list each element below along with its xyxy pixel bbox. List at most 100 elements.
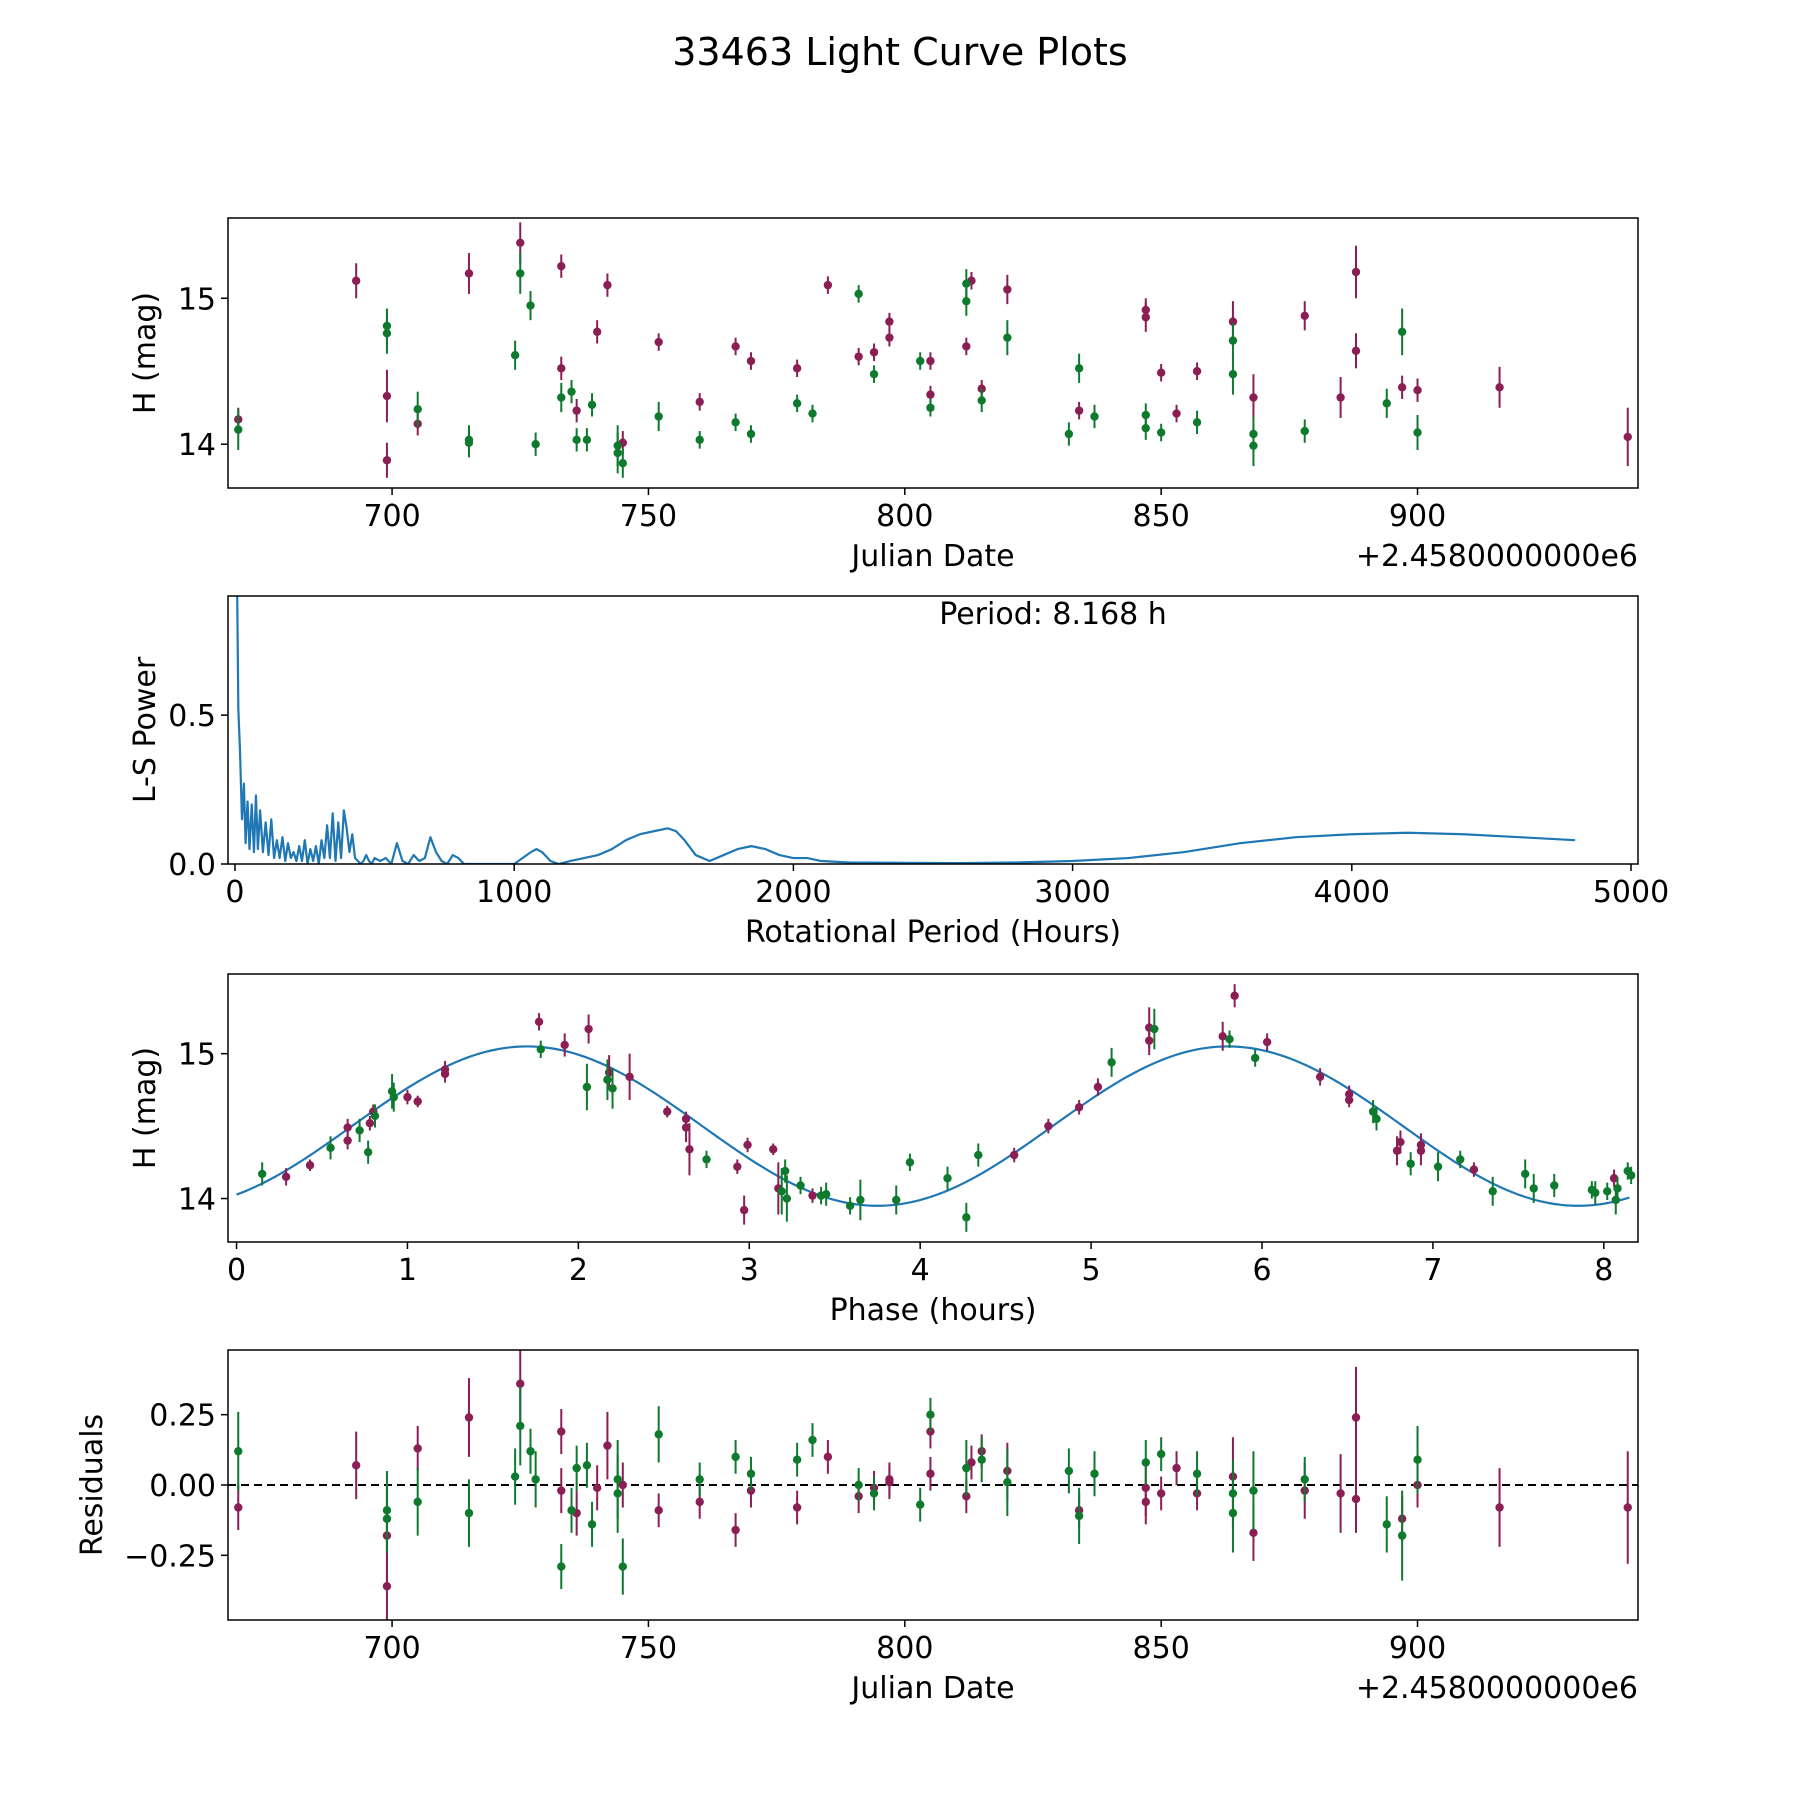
red-data-point (1300, 311, 1309, 320)
red-data-point (681, 1123, 691, 1132)
red-data-point (1396, 1137, 1405, 1147)
red-data-point (854, 352, 863, 361)
red-data-point (808, 1191, 817, 1200)
x-tick-label: 800 (876, 499, 933, 534)
red-data-point (1397, 383, 1407, 392)
x-tick-label: 8 (1594, 1253, 1613, 1288)
red-data-point (572, 406, 581, 415)
green-data-point (869, 369, 879, 379)
green-data-point (510, 350, 520, 360)
green-data-point (695, 435, 704, 445)
y-axis-label: H (mag) (128, 292, 163, 414)
green-data-point (1150, 1024, 1159, 1034)
green-data-point (582, 1461, 592, 1470)
green-data-point (355, 1126, 364, 1135)
green-data-point (582, 1082, 592, 1092)
red-data-point (1044, 1121, 1053, 1131)
green-data-point (962, 279, 971, 288)
red-data-point (685, 1145, 694, 1154)
green-data-point (572, 1463, 581, 1473)
residuals-data-layer (228, 1350, 1638, 1620)
red-data-point (1145, 1036, 1154, 1045)
red-data-point (618, 1480, 627, 1490)
red-data-point (823, 1452, 833, 1462)
green-data-point (977, 396, 986, 405)
red-data-point (695, 1497, 704, 1507)
green-data-point (510, 1472, 520, 1481)
green-data-point (974, 1150, 983, 1160)
red-data-point (654, 1506, 663, 1515)
period-annotation: Period: 8.168 h (939, 597, 1167, 632)
red-data-point (1315, 1072, 1325, 1082)
red-data-point (560, 1040, 569, 1050)
green-data-point (1107, 1058, 1116, 1067)
red-data-point (769, 1145, 778, 1154)
green-data-point (587, 1520, 597, 1529)
red-data-point (516, 238, 525, 248)
red-data-point (1141, 313, 1150, 322)
red-data-point (603, 1441, 612, 1450)
red-data-point (592, 327, 602, 337)
green-data-point (1397, 1531, 1407, 1540)
red-data-point (926, 356, 935, 366)
red-data-point (1218, 1032, 1227, 1041)
x-axis-label: Julian Date (849, 539, 1014, 574)
green-data-point (257, 1169, 267, 1179)
red-data-point (603, 280, 612, 290)
green-data-point (1613, 1184, 1622, 1193)
red-data-point (382, 456, 392, 465)
green-data-point (326, 1143, 335, 1153)
green-data-point (962, 296, 971, 306)
green-data-point (780, 1166, 790, 1176)
x-axis-label: Rotational Period (Hours) (745, 915, 1121, 950)
y-tick-label: 15 (178, 282, 216, 317)
red-data-point (1392, 1146, 1402, 1155)
red-data-point (869, 348, 879, 357)
power-series-line (236, 596, 1576, 864)
red-data-point (967, 1458, 976, 1467)
green-data-point (1064, 1466, 1074, 1476)
red-data-point (1262, 1037, 1272, 1047)
red-data-point (1495, 383, 1504, 392)
y-tick-label: 14 (178, 1183, 216, 1218)
green-data-point (1228, 1508, 1238, 1518)
red-data-point (977, 384, 986, 393)
green-data-point (1225, 1034, 1234, 1044)
red-data-point (1074, 1103, 1084, 1112)
red-data-point (1074, 406, 1084, 415)
green-data-point (1626, 1171, 1636, 1180)
red-data-point (557, 364, 566, 373)
green-data-point (567, 1506, 576, 1515)
red-data-point (1172, 1463, 1181, 1473)
green-data-point (1382, 1520, 1391, 1529)
x-tick-label: 0 (227, 1253, 246, 1288)
red-data-point (584, 1024, 593, 1034)
red-data-point (1623, 1503, 1632, 1512)
green-data-point (1550, 1181, 1559, 1190)
red-data-point (1351, 267, 1361, 277)
y-tick-label: 0.0 (168, 848, 216, 883)
red-data-point (1351, 346, 1361, 356)
x-tick-label: 850 (1133, 499, 1190, 534)
green-data-point (1372, 1114, 1381, 1124)
red-data-point (663, 1107, 672, 1116)
green-data-point (792, 399, 802, 408)
red-data-point (926, 390, 935, 399)
red-data-point (1495, 1503, 1504, 1512)
green-data-point (382, 1514, 392, 1523)
green-data-point (854, 289, 863, 299)
red-data-point (382, 391, 392, 401)
red-data-point (534, 1017, 544, 1027)
x-tick-label: 800 (876, 1631, 933, 1666)
red-data-point (403, 1092, 412, 1102)
green-data-point (1249, 441, 1258, 450)
red-data-point (1228, 317, 1238, 326)
x-tick-label: 1000 (476, 875, 552, 910)
green-data-point (1192, 418, 1202, 427)
red-data-point (1609, 1174, 1619, 1183)
red-data-point (516, 1379, 525, 1388)
red-data-point (654, 337, 663, 347)
green-data-point (702, 1155, 711, 1164)
red-data-point (1351, 1413, 1361, 1422)
